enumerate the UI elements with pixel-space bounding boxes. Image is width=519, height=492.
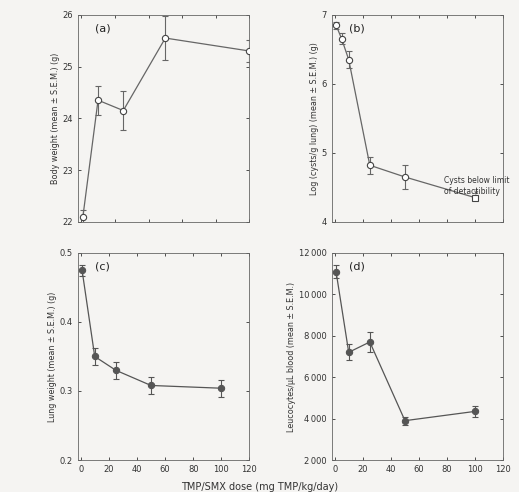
Text: TMP/SMX dose (mg TMP/kg/day): TMP/SMX dose (mg TMP/kg/day)	[181, 482, 338, 492]
Y-axis label: Leucocytes/µL blood (mean ± S.E.M.): Leucocytes/µL blood (mean ± S.E.M.)	[288, 281, 296, 431]
Text: (c): (c)	[95, 261, 110, 271]
Text: Cysts below limit
of detactibility: Cysts below limit of detactibility	[444, 176, 510, 196]
Text: (a): (a)	[95, 23, 111, 33]
Text: (d): (d)	[349, 261, 365, 271]
Y-axis label: Lung weight (mean ± S.E.M.) (g): Lung weight (mean ± S.E.M.) (g)	[48, 291, 57, 422]
Y-axis label: Log (cysts/g lung) (mean ± S.E.M.) (g): Log (cysts/g lung) (mean ± S.E.M.) (g)	[310, 42, 319, 195]
Text: (b): (b)	[349, 23, 365, 33]
Y-axis label: Body weight (mean ± S.E.M.) (g): Body weight (mean ± S.E.M.) (g)	[50, 53, 60, 184]
